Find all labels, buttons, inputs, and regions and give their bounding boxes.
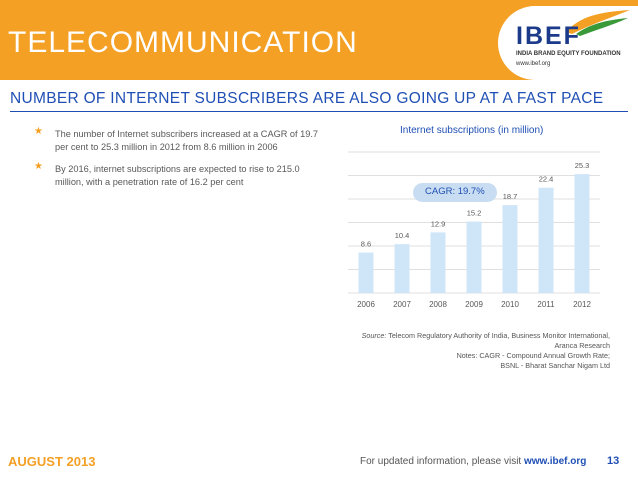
bird-logo-icon: [566, 10, 630, 36]
logo-tagline: INDIA BRAND EQUITY FOUNDATION: [516, 51, 621, 57]
footer-date: AUGUST 2013: [8, 454, 96, 469]
internet-subscriptions-chart: 8.6 2006 10.4 2007 12.9 2008 15.2 2009 18.7 2010 2…: [348, 151, 600, 309]
footer-url-link[interactable]: www.ibef.org: [523, 456, 587, 467]
logo-container: [498, 6, 638, 80]
data-label: 10.4: [395, 231, 410, 240]
notes-line-2: BSNL - Bharat Sanchar Nigam Ltd: [500, 361, 610, 370]
data-label: 18.7: [503, 192, 518, 201]
logo-text: IBEF: [516, 22, 581, 50]
x-tick-label: 2012: [573, 300, 591, 309]
bullet-star-icon: ★: [34, 161, 43, 172]
data-label: 12.9: [431, 219, 446, 228]
source-text: Telecom Regulatory Authority of India, B…: [388, 331, 610, 350]
data-label: 22.4: [539, 175, 554, 184]
bar: [502, 205, 518, 293]
page-number: 13: [607, 455, 620, 467]
cagr-pill: [413, 183, 497, 202]
bullet-text-1: The number of Internet subscribers incre…: [55, 129, 318, 152]
x-tick-label: 2011: [537, 300, 555, 309]
footer-info-text: For updated information, please visit: [360, 456, 522, 467]
data-label: 15.2: [467, 209, 482, 218]
subtitle-divider: [10, 111, 628, 112]
footer-info: For updated information, please visit ww…: [360, 456, 586, 467]
source-note: Source: Telecom Regulatory Authority of …: [350, 331, 610, 371]
x-tick-label: 2010: [501, 300, 519, 309]
bar: [466, 221, 482, 293]
data-label: 25.3: [575, 161, 590, 170]
bullet-text-2: By 2016, internet subscriptions are expe…: [55, 164, 300, 187]
notes-line-1: Notes: CAGR - Compound Annual Growth Rat…: [456, 351, 610, 360]
x-tick-label: 2006: [357, 300, 375, 309]
source-prefix: Source:: [361, 331, 387, 340]
slide-subtitle: NUMBER OF INTERNET SUBSCRIBERS ARE ALSO …: [10, 90, 604, 107]
bar: [358, 252, 374, 293]
bullet-star-icon: ★: [34, 126, 43, 137]
x-tick-label: 2009: [465, 300, 483, 309]
x-tick-label: 2008: [429, 300, 447, 309]
data-label: 8.6: [361, 240, 371, 249]
bar: [394, 244, 410, 293]
chart-title: Internet subscriptions (in million): [400, 125, 544, 136]
bar: [574, 174, 590, 293]
bar: [538, 187, 554, 293]
x-tick-label: 2007: [393, 300, 411, 309]
bar: [430, 232, 446, 293]
logo-url[interactable]: www.ibef.org: [516, 61, 551, 67]
page-title: TELECOMMUNICATION: [8, 26, 358, 59]
cagr-annotation: CAGR: 19.7%: [425, 186, 485, 197]
